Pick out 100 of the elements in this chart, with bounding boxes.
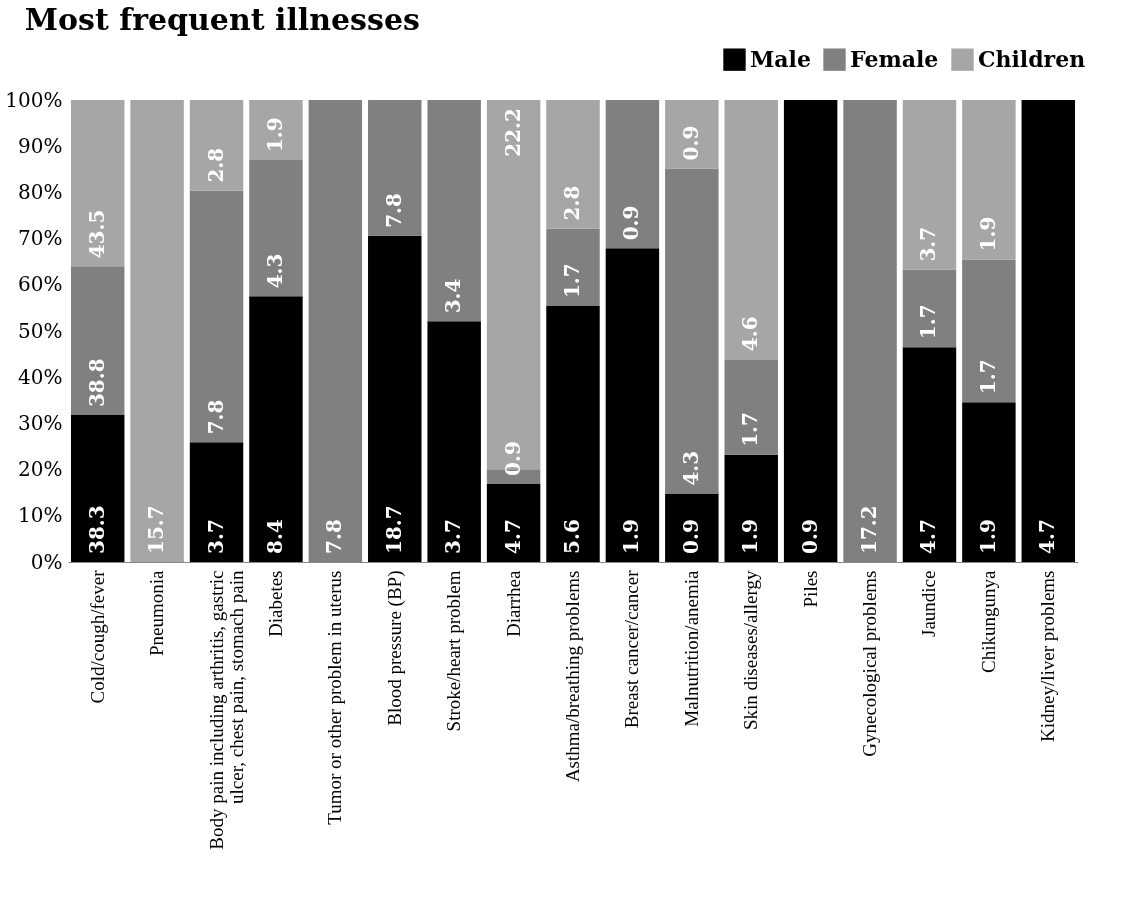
annotation: 43.5 <box>84 209 109 259</box>
bar <box>427 321 481 562</box>
bar <box>368 235 422 562</box>
bar <box>546 306 600 562</box>
x-tick-label: Diabetes <box>264 570 286 637</box>
x-tick-label: Gynecological problems <box>859 570 881 757</box>
annotation: 3.7 <box>203 519 228 554</box>
bar <box>783 100 838 562</box>
annotation: 7.8 <box>381 193 406 228</box>
bar <box>605 100 660 249</box>
y-tick-label: 10% <box>18 503 63 528</box>
legend-label: Female <box>850 45 939 72</box>
annotation: 1.9 <box>262 117 287 153</box>
bar <box>665 493 719 562</box>
y-tick-label: 40% <box>18 364 63 389</box>
y-tick-label: 100% <box>5 87 63 112</box>
x-tick-label: Blood pressure (BP) <box>383 570 406 726</box>
annotation: 17.2 <box>857 505 882 554</box>
bar <box>724 100 778 360</box>
annotation: 1.7 <box>916 304 941 340</box>
x-tick-label: Jaundice <box>918 570 940 637</box>
chart-title: Most frequent illnesses <box>24 2 420 37</box>
annotation: 3.4 <box>441 278 466 314</box>
annotation: 2.8 <box>203 147 228 183</box>
bar <box>130 100 184 562</box>
bar <box>724 454 778 562</box>
y-tick-label: 70% <box>18 226 63 251</box>
bar <box>189 100 244 191</box>
annotation: 1.7 <box>560 263 584 299</box>
x-tick-label: Body pain including arthritis, gastric ulcer, chest pain, stomach pain <box>205 570 247 850</box>
x-tick-label: Skin diseases/allergy <box>740 570 762 731</box>
bar <box>189 190 244 443</box>
bar <box>724 359 778 455</box>
annotation: 4.3 <box>678 450 703 486</box>
bar <box>962 402 1016 562</box>
x-tick-label: Tumor or other problem in uterus <box>324 570 346 825</box>
x-tick-label: Stroke/heart problem <box>443 570 465 732</box>
annotation: 1.9 <box>975 519 1000 554</box>
y-tick-label: 30% <box>18 410 63 435</box>
x-tick-label: Cold/cough/fever <box>86 569 108 704</box>
annotation: 38.8 <box>84 358 109 408</box>
annotation: 4.7 <box>1035 519 1060 554</box>
annotation: 7.8 <box>322 519 347 554</box>
x-tick-label: Kidney/liver problems <box>1037 570 1059 742</box>
x-tick-label: Asthma/breathing problems <box>562 570 583 783</box>
bar <box>249 100 303 161</box>
x-tick-label: Chikungunya <box>977 569 999 673</box>
x-tick-label: Breast cancer/cancer <box>621 569 643 729</box>
bar <box>902 347 957 562</box>
annotation: 5.6 <box>560 519 584 554</box>
annotation: 0.9 <box>678 519 703 554</box>
bar <box>962 259 1016 403</box>
annotation: 1.7 <box>975 359 1000 395</box>
y-tick-label: 0% <box>30 549 63 574</box>
annotation: 15.7 <box>144 505 169 554</box>
annotation: 38.3 <box>84 505 109 554</box>
bar <box>70 266 125 416</box>
annotation: 4.7 <box>500 519 525 554</box>
annotation: 22.2 <box>500 108 525 157</box>
legend-label: Children <box>978 45 1086 72</box>
annotation: 2.8 <box>560 185 584 221</box>
x-tick-label: Pneumonia <box>146 569 168 656</box>
x-tick-label: Diarrhea <box>502 569 524 637</box>
bar <box>70 100 125 267</box>
bar <box>1021 100 1076 562</box>
bar <box>665 168 719 494</box>
annotation: 0.9 <box>678 125 703 161</box>
bar <box>902 100 957 270</box>
annotation: 1.7 <box>738 412 763 447</box>
annotation: 0.9 <box>619 205 644 241</box>
annotation: 1.9 <box>619 519 644 554</box>
annotation: 0.9 <box>500 441 525 476</box>
annotation: 3.7 <box>916 226 941 262</box>
annotation: 4.7 <box>916 519 941 554</box>
bar <box>249 296 303 562</box>
bar <box>546 228 600 307</box>
annotation: 8.4 <box>262 519 287 554</box>
y-tick-label: 80% <box>18 179 63 204</box>
bar <box>546 100 600 229</box>
x-tick-label: Malnutrition/anemia <box>680 569 702 727</box>
bar <box>665 100 719 169</box>
y-tick-label: 60% <box>18 272 63 297</box>
bar <box>249 160 303 297</box>
bar <box>427 100 481 322</box>
bar <box>189 442 244 562</box>
x-tick-label: Piles <box>799 570 821 608</box>
annotation: 3.7 <box>441 519 466 554</box>
bar <box>486 483 541 562</box>
annotation: 4.6 <box>738 316 763 352</box>
bar <box>902 269 957 348</box>
annotation: 1.9 <box>738 519 763 554</box>
y-tick-label: 20% <box>18 457 63 482</box>
bar <box>605 248 660 562</box>
annotation: 0.9 <box>797 519 822 554</box>
bar <box>368 100 422 236</box>
annotation: 18.7 <box>381 505 406 554</box>
annotation: 1.9 <box>975 216 1000 252</box>
legend-label: Male <box>750 45 811 72</box>
bar <box>962 100 1016 260</box>
annotation: 4.3 <box>262 253 287 289</box>
